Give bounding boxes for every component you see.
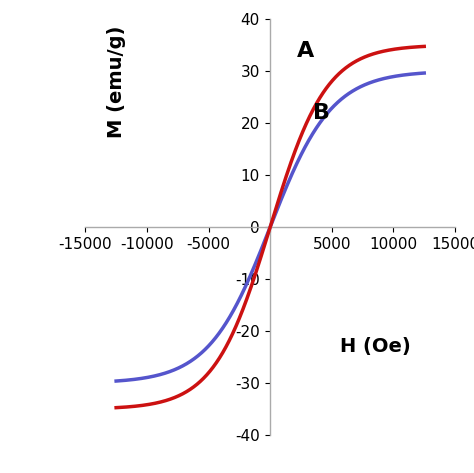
Text: A: A — [297, 41, 315, 61]
Text: M (emu/g): M (emu/g) — [107, 25, 126, 138]
Text: H (Oe): H (Oe) — [339, 337, 410, 356]
Text: B: B — [313, 103, 330, 123]
